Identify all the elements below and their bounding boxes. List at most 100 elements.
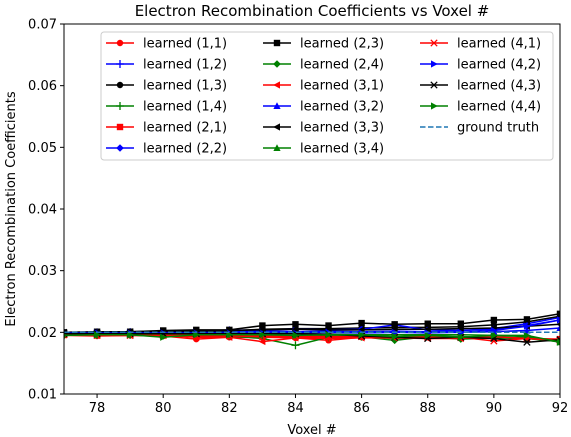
legend-label: learned (3,2)	[300, 100, 384, 115]
data-point	[325, 322, 332, 329]
legend-item: learned (3,2)	[263, 100, 384, 115]
data-point	[523, 338, 531, 346]
legend-marker	[273, 81, 280, 89]
data-point	[423, 325, 431, 333]
y-tick-label: 0.05	[28, 141, 57, 156]
y-tick-label: 0.06	[28, 79, 57, 94]
x-tick-label: 86	[353, 401, 370, 416]
data-point	[457, 320, 464, 327]
legend-item: learned (4,4)	[420, 100, 541, 115]
legend-marker	[431, 102, 438, 110]
legend-label: learned (1,3)	[143, 79, 227, 94]
x-tick-label: 88	[419, 401, 436, 416]
data-point	[94, 331, 101, 339]
legend-marker	[273, 123, 280, 131]
plot-area	[64, 310, 560, 350]
data-point	[391, 333, 399, 341]
legend-marker	[430, 81, 438, 89]
data-point	[557, 338, 560, 346]
legend-label: learned (4,3)	[457, 79, 541, 94]
data-point	[523, 331, 531, 340]
legend-marker	[431, 60, 438, 68]
data-point	[390, 336, 399, 345]
data-point	[258, 337, 266, 346]
y-tick-label: 0.04	[28, 203, 57, 218]
legend-marker	[273, 144, 281, 151]
legend-label: learned (1,2)	[143, 58, 227, 73]
series-line	[64, 323, 560, 334]
data-point	[64, 333, 68, 338]
legend-item: learned (4,1)	[420, 37, 541, 52]
data-point	[424, 320, 431, 327]
legend-label: learned (1,4)	[143, 100, 227, 115]
data-point	[424, 331, 432, 340]
data-point	[557, 316, 560, 324]
data-point	[291, 325, 299, 333]
x-tick-label: 90	[486, 401, 503, 416]
legend-marker	[430, 39, 438, 47]
legend-item: learned (1,4)	[106, 100, 227, 115]
data-point	[160, 333, 167, 341]
legend-item: learned (4,2)	[420, 58, 541, 73]
y-tick-label: 0.01	[28, 388, 57, 403]
legend-label: learned (2,4)	[300, 58, 384, 73]
legend-item: learned (1,3)	[106, 79, 227, 94]
x-tick-label: 80	[155, 401, 172, 416]
legend-marker	[116, 81, 124, 89]
legend-marker	[116, 39, 124, 47]
y-axis-title: Electron Recombination Coefficients	[4, 91, 19, 326]
legend-label: learned (4,4)	[457, 100, 541, 115]
legend-item: ground truth	[420, 121, 539, 136]
data-point	[292, 321, 299, 328]
data-point	[457, 333, 465, 341]
legend-marker	[116, 123, 124, 131]
series-line	[64, 334, 560, 343]
legend-label: learned (2,3)	[300, 37, 384, 52]
x-tick-label: 92	[552, 401, 569, 416]
legend-marker	[116, 144, 124, 152]
legend-label: learned (2,2)	[143, 142, 227, 157]
data-point	[556, 322, 560, 327]
legend-marker	[116, 60, 124, 68]
legend-label: learned (2,1)	[143, 121, 227, 136]
legend-item: learned (2,2)	[106, 142, 227, 157]
legend-label: learned (3,3)	[300, 121, 384, 136]
series-group	[64, 310, 560, 350]
legend-item: learned (2,4)	[263, 58, 384, 73]
legend-marker	[116, 102, 124, 110]
y-tick-label: 0.02	[28, 326, 57, 341]
series-line	[64, 332, 560, 343]
x-tick-label: 82	[221, 401, 238, 416]
legend-item: learned (3,4)	[263, 142, 384, 157]
legend-label: learned (1,1)	[143, 37, 227, 52]
data-point	[523, 322, 531, 330]
x-tick-label: 78	[89, 401, 106, 416]
legend-item: learned (1,2)	[106, 58, 227, 73]
data-point	[457, 325, 464, 333]
data-point	[556, 324, 560, 332]
x-axis-title: Voxel #	[287, 423, 336, 437]
legend-label: learned (3,1)	[300, 79, 384, 94]
legend-item: learned (3,3)	[263, 121, 384, 136]
legend-item: learned (4,3)	[420, 79, 541, 94]
x-tick-label: 84	[287, 401, 304, 416]
legend: learned (1,1) learned (1,2) learned (1,3) l…	[100, 31, 554, 161]
legend-label: learned (4,2)	[457, 58, 541, 73]
legend-marker	[273, 39, 281, 47]
legend-item: learned (3,1)	[263, 79, 384, 94]
data-point	[556, 310, 560, 318]
legend-marker	[273, 60, 281, 68]
data-point	[259, 322, 266, 329]
chart-title: Electron Recombination Coefficients vs V…	[135, 2, 490, 20]
data-point	[358, 319, 365, 327]
data-point	[523, 316, 531, 323]
legend-label: learned (3,4)	[300, 142, 384, 157]
data-point	[325, 331, 333, 339]
legend-item: learned (2,3)	[263, 37, 384, 52]
legend-label: ground truth	[457, 121, 539, 136]
y-tick-label: 0.03	[28, 264, 57, 279]
data-point	[291, 341, 300, 350]
data-point	[490, 316, 498, 324]
legend-marker	[273, 102, 281, 109]
